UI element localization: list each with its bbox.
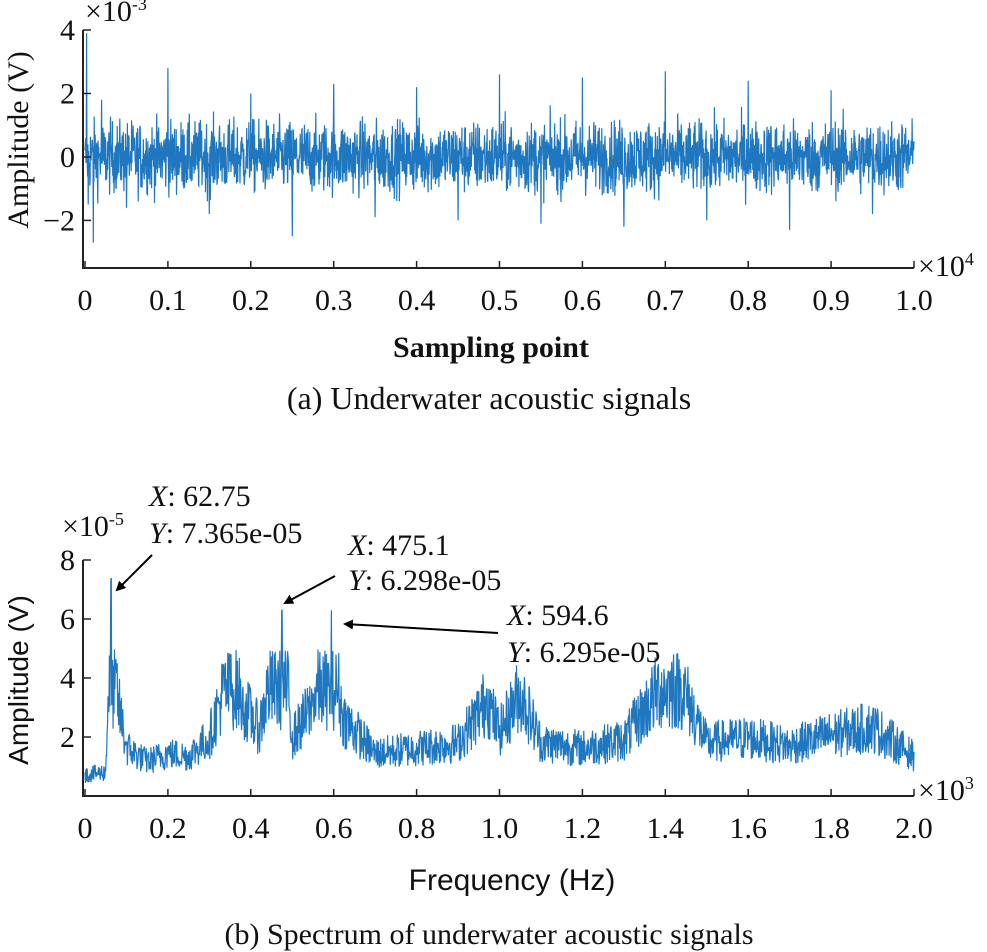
x-tick-label-a: 0.3 [315,284,353,317]
chart-a: 0 0.1 0.2 0.3 0.4 0.5 0.6 0.7 0.8 0.9 1.0 4 2 0 −2 ×10… [2,0,974,416]
y-tick-label-a: 4 [60,14,75,47]
datatip-2: X: 475.1 Y: 6.298e-05 [283,529,501,604]
signal-trace [84,33,915,243]
x-tick-label-a: 0.1 [149,284,187,317]
x-tick-label-a: 0.6 [564,284,602,317]
datatip-1-arrow [115,554,153,592]
x-tick-label-a: 1.0 [895,284,933,317]
x-tick-label-a: 0.9 [812,284,850,317]
y-tick-label-b: 6 [60,603,75,636]
x-tick-label-b: 1.4 [647,812,685,845]
x-tick-label-b: 1.0 [481,812,519,845]
y-tick-label-b: 2 [60,721,75,754]
datatip-2-x: X: 475.1 [347,529,450,562]
x-tick-label-b: 0.8 [398,812,436,845]
datatip-1-x: X: 62.75 [148,480,251,513]
datatip-3-x: X: 594.6 [506,599,609,632]
y-tick-label-b: 8 [60,544,75,577]
x-multiplier-b: ×103 [918,773,974,807]
x-tick-label-a: 0.5 [481,284,519,317]
x-multiplier-a: ×104 [918,249,974,283]
y-tick-label-a: 0 [60,141,75,174]
y-axis-label-a: Amplitude (V) [2,51,35,228]
x-tick-label-b: 1.6 [729,812,767,845]
y-multiplier-a: ×10-3 [85,0,147,28]
x-tick-label-a: 0.4 [398,284,436,317]
x-tick-label-b: 0.4 [232,812,270,845]
x-tick-label-b: 0.2 [149,812,187,845]
x-axis-label-a: Sampling point [393,331,589,364]
datatip-3: X: 594.6 Y: 6.295e-05 [343,599,660,669]
x-tick-label-a: 0.7 [647,284,685,317]
x-tick-label-a: 0 [78,284,93,317]
chart-b: 0 0.2 0.4 0.6 0.8 1.0 1.2 1.4 1.6 1.8 2.0 8 6 4 2 ×10-… [3,480,974,951]
chart-a-axes [82,30,914,269]
datatip-2-arrow [283,575,336,604]
x-tick-label-b: 0 [78,812,93,845]
chart-b-axes [82,560,914,797]
x-tick-label-b: 2.0 [895,812,933,845]
y-multiplier-b: ×10-5 [62,509,124,543]
x-tick-label-a: 0.2 [232,284,270,317]
datatip-1: X: 62.75 Y: 7.365e-05 [115,480,302,592]
spectrum-trace [84,578,915,783]
caption-a: (a) Underwater acoustic signals [287,380,691,416]
datatip-2-y: Y: 6.298e-05 [348,564,501,597]
y-tick-label-a: 2 [60,77,75,110]
y-tick-label-b: 4 [60,662,75,695]
x-axis-label-b: Frequency (Hz) [409,864,616,897]
y-axis-label-b: Amplitude (V) [3,595,34,765]
datatip-3-y: Y: 6.295e-05 [507,636,660,669]
y-tick-label-a: −2 [43,204,75,237]
x-tick-label-b: 0.6 [315,812,353,845]
x-tick-label-a: 0.8 [729,284,767,317]
x-tick-label-b: 1.2 [564,812,602,845]
datatip-3-arrow [343,619,499,634]
x-tick-label-b: 1.8 [812,812,850,845]
caption-b: (b) Spectrum of underwater acoustic sign… [225,918,754,951]
datatip-1-y: Y: 7.365e-05 [149,517,302,550]
